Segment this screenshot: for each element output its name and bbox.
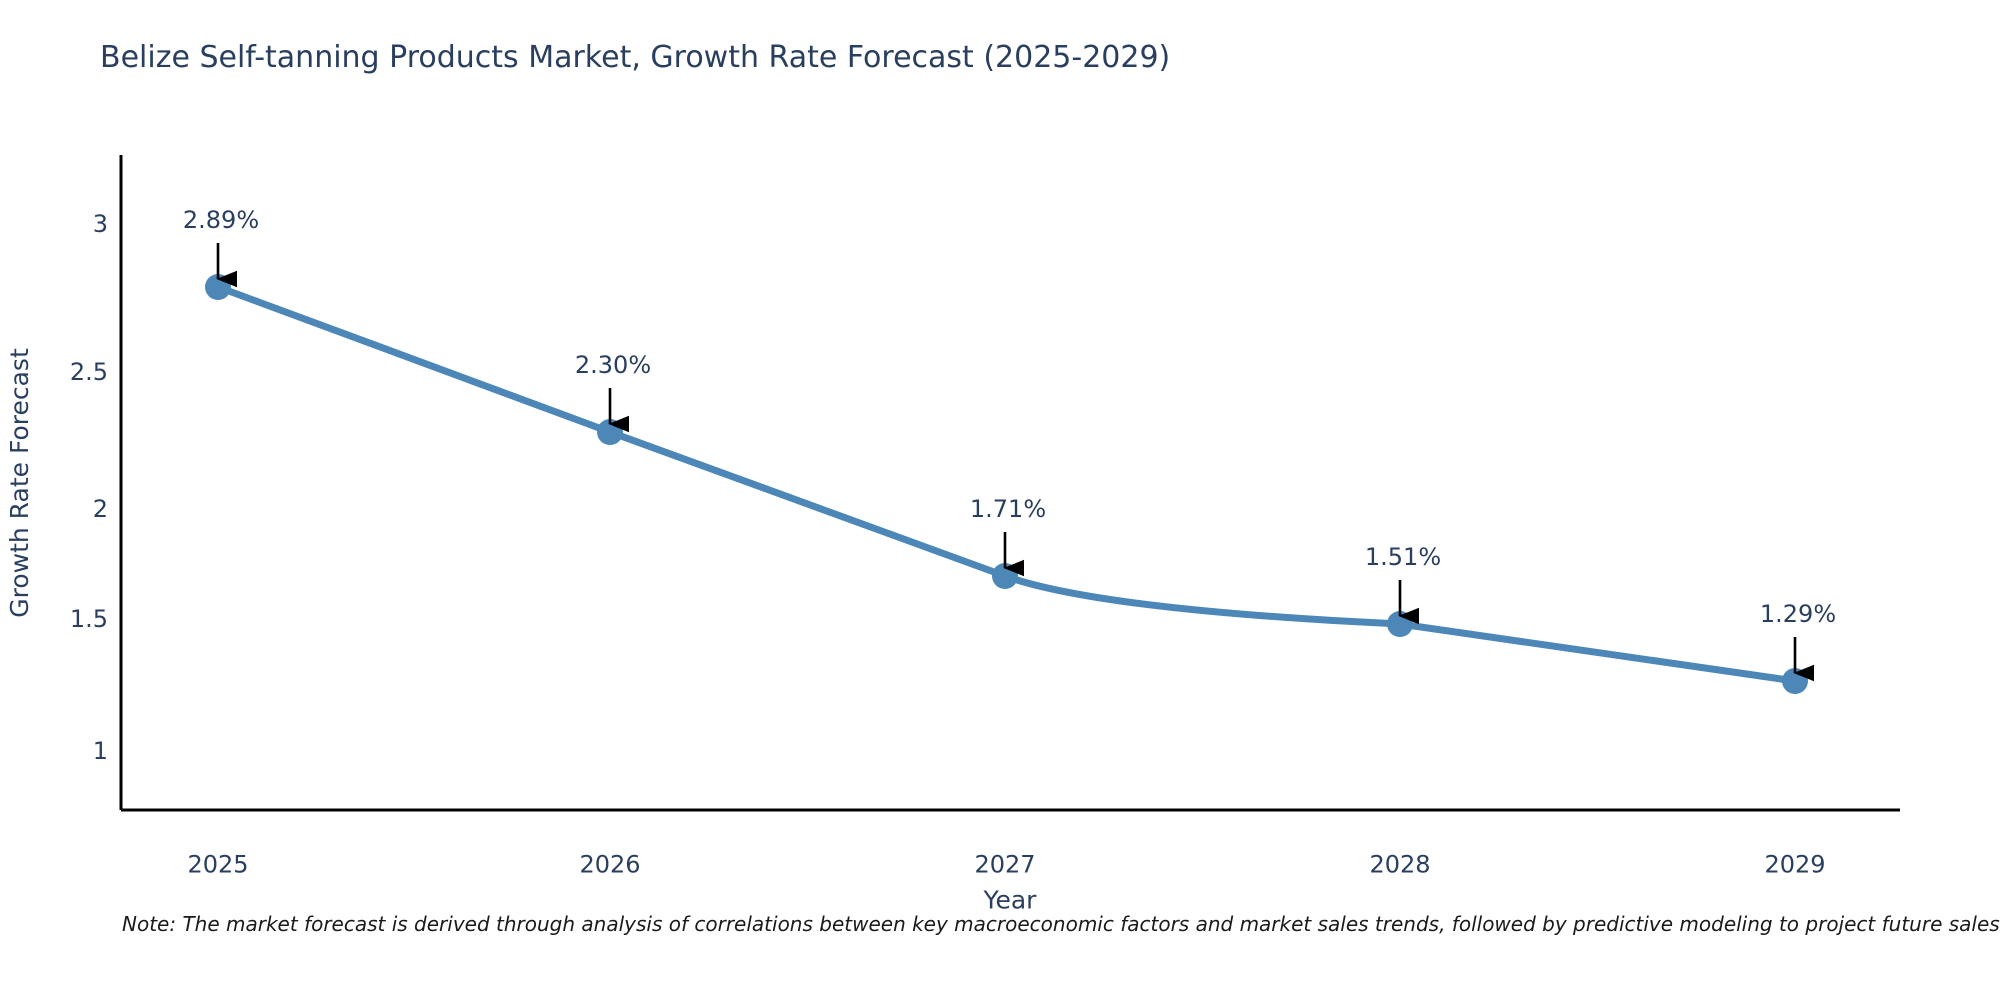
data-point-label: 1.51% — [1365, 543, 1441, 571]
annotation-arrows — [216, 243, 1815, 682]
y-tick-label: 1.5 — [70, 605, 108, 633]
x-axis-title: Year — [983, 885, 1038, 914]
y-tick-label: 2 — [93, 495, 108, 523]
x-tick-label: 2025 — [187, 851, 248, 879]
x-tick-label: 2026 — [579, 851, 640, 879]
data-point-label: 2.89% — [183, 206, 259, 234]
x-tick-label: 2028 — [1369, 851, 1430, 879]
data-series-line — [214, 283, 1799, 685]
data-point-label: 1.29% — [1760, 600, 1836, 628]
data-point-label: 1.71% — [970, 495, 1046, 523]
x-tick-label: 2027 — [974, 851, 1035, 879]
chart-footnote: Note: The market forecast is derived thr… — [122, 912, 2000, 936]
y-tick-label: 3 — [93, 210, 108, 238]
y-tick-labels: 3 2.5 2 1.5 1 — [70, 210, 108, 765]
page-title: Belize Self-tanning Products Market, Gro… — [100, 40, 1171, 75]
y-tick-label: 2.5 — [70, 358, 108, 386]
data-markers — [205, 274, 1808, 694]
x-tick-label: 2029 — [1764, 851, 1825, 879]
y-axis-title: Growth Rate Forecast — [5, 348, 34, 618]
annotation-labels: 2.89% 2.30% 1.71% 1.51% 1.29% — [183, 206, 1836, 628]
x-tick-labels: 2025 2026 2027 2028 2029 — [187, 851, 1825, 879]
data-point-label: 2.30% — [575, 351, 651, 379]
y-tick-label: 1 — [93, 737, 108, 765]
